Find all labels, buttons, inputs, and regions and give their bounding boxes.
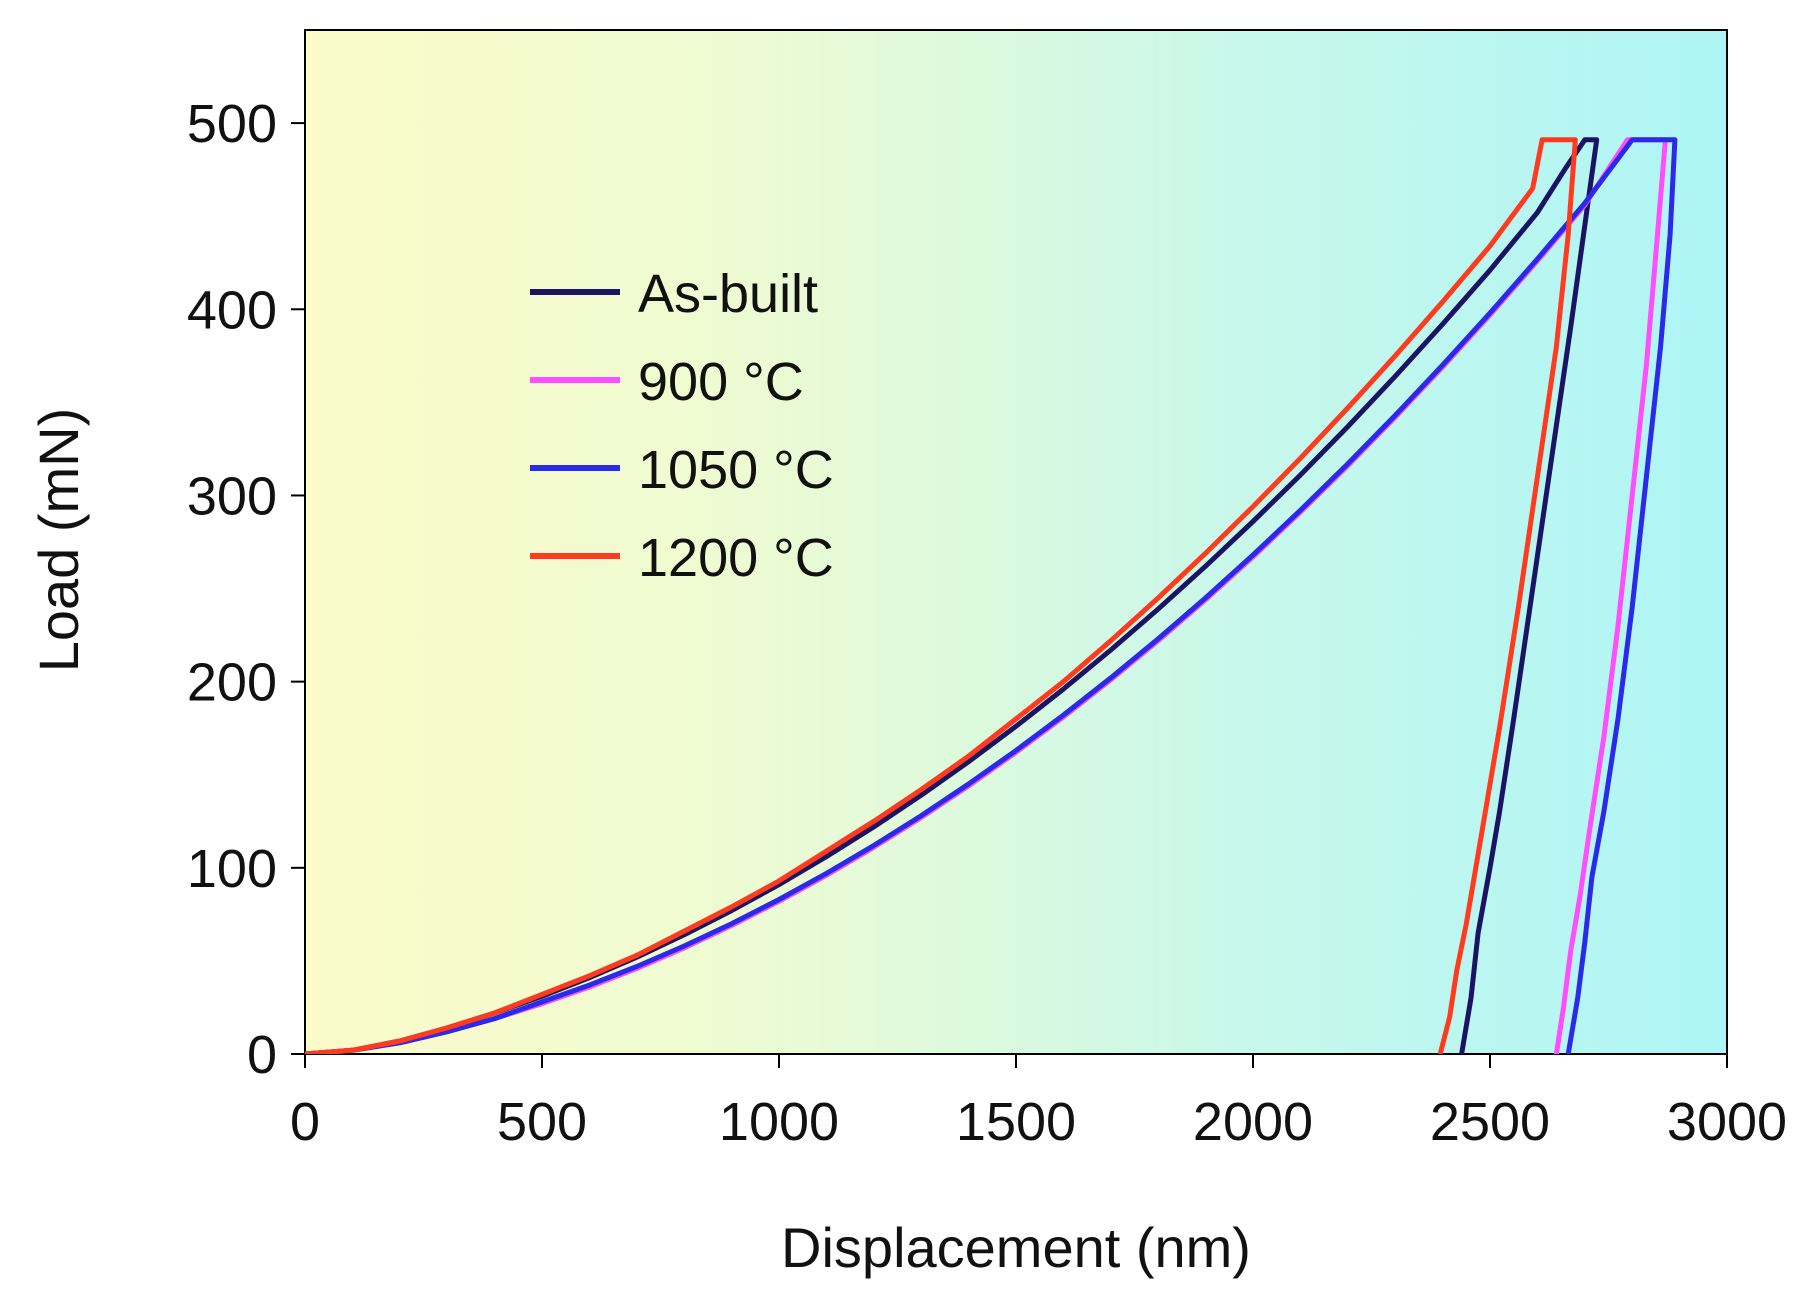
y-tick-label: 100 <box>187 839 277 899</box>
series-layer <box>305 137 1678 1054</box>
y-axis-title: Load (mN) <box>27 408 90 673</box>
legend: As-built 900 °C 1050 °C 1200 °C <box>530 264 834 588</box>
x-tick-label: 2500 <box>1430 1092 1550 1152</box>
y-tick-label: 300 <box>187 466 277 526</box>
plot-area <box>304 29 1728 1055</box>
x-tick-label: 1000 <box>719 1092 839 1152</box>
x-axis-title: Displacement (nm) <box>781 1216 1251 1279</box>
x-tick-label: 500 <box>497 1092 587 1152</box>
x-tick-label: 3000 <box>1667 1092 1787 1152</box>
y-tick-label: 400 <box>187 280 277 340</box>
x-tick-label: 0 <box>290 1092 320 1152</box>
y-tick-label: 200 <box>187 653 277 713</box>
series-line-1050-c <box>305 137 1678 1054</box>
legend-label-1200c: 1200 °C <box>638 528 834 588</box>
legend-label-as-built: As-built <box>638 264 818 324</box>
y-tick-label: 500 <box>187 94 277 154</box>
legend-label-900c: 900 °C <box>638 352 804 412</box>
x-tick-label: 2000 <box>1193 1092 1313 1152</box>
series-line-1200-c <box>305 137 1578 1054</box>
x-tick-label: 1500 <box>956 1092 1076 1152</box>
axes-layer: 0 500 1000 1500 2000 2500 3000 0 100 200 300 400 500 <box>187 94 1787 1152</box>
legend-label-1050c: 1050 °C <box>638 440 834 500</box>
y-tick-label: 0 <box>247 1025 277 1085</box>
